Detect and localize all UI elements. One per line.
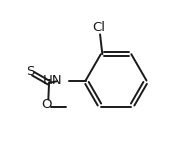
Text: O: O	[41, 98, 51, 111]
Text: HN: HN	[43, 74, 63, 87]
Text: Cl: Cl	[92, 21, 105, 34]
Text: S: S	[26, 65, 34, 78]
